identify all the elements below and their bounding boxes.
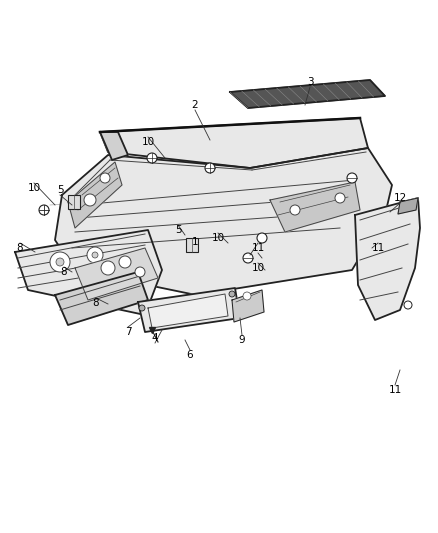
Polygon shape (15, 230, 162, 315)
Bar (186, 238, 198, 252)
Polygon shape (100, 132, 128, 160)
Polygon shape (355, 198, 420, 320)
Text: 3: 3 (307, 77, 313, 87)
Circle shape (243, 253, 253, 263)
Text: 11: 11 (251, 243, 265, 253)
Text: 5: 5 (57, 185, 64, 195)
Text: 12: 12 (393, 193, 406, 203)
Polygon shape (148, 294, 228, 328)
Text: 9: 9 (239, 335, 245, 345)
Circle shape (87, 247, 103, 263)
Bar (68, 195, 80, 209)
Circle shape (84, 194, 96, 206)
Text: 2: 2 (192, 100, 198, 110)
Text: 4: 4 (152, 333, 158, 343)
Text: 6: 6 (187, 350, 193, 360)
Text: 11: 11 (371, 243, 385, 253)
Polygon shape (55, 272, 148, 325)
Circle shape (39, 205, 49, 215)
Circle shape (347, 173, 357, 183)
Circle shape (101, 261, 115, 275)
Polygon shape (68, 162, 122, 228)
Circle shape (229, 291, 235, 297)
Circle shape (56, 258, 64, 266)
Text: 8: 8 (61, 267, 67, 277)
Circle shape (92, 252, 98, 258)
Text: 10: 10 (141, 137, 155, 147)
Circle shape (409, 202, 415, 208)
Text: 1: 1 (192, 237, 198, 247)
Circle shape (135, 267, 145, 277)
Circle shape (205, 163, 215, 173)
Circle shape (257, 233, 267, 243)
Circle shape (243, 292, 251, 300)
Text: 5: 5 (175, 225, 181, 235)
Polygon shape (100, 118, 368, 168)
Text: 8: 8 (17, 243, 23, 253)
Text: 8: 8 (93, 298, 99, 308)
Circle shape (139, 305, 145, 311)
Circle shape (335, 193, 345, 203)
Polygon shape (398, 198, 418, 214)
Circle shape (50, 252, 70, 272)
Polygon shape (138, 288, 240, 332)
Text: 10: 10 (251, 263, 265, 273)
Circle shape (147, 153, 157, 163)
Text: 7: 7 (125, 327, 131, 337)
Polygon shape (75, 248, 158, 300)
Text: 10: 10 (212, 233, 225, 243)
Text: 10: 10 (28, 183, 41, 193)
Polygon shape (232, 290, 264, 322)
Polygon shape (55, 148, 392, 295)
Circle shape (100, 173, 110, 183)
Circle shape (404, 301, 412, 309)
Text: 11: 11 (389, 385, 402, 395)
Circle shape (290, 205, 300, 215)
Polygon shape (230, 80, 385, 108)
Polygon shape (270, 182, 360, 232)
Circle shape (119, 256, 131, 268)
